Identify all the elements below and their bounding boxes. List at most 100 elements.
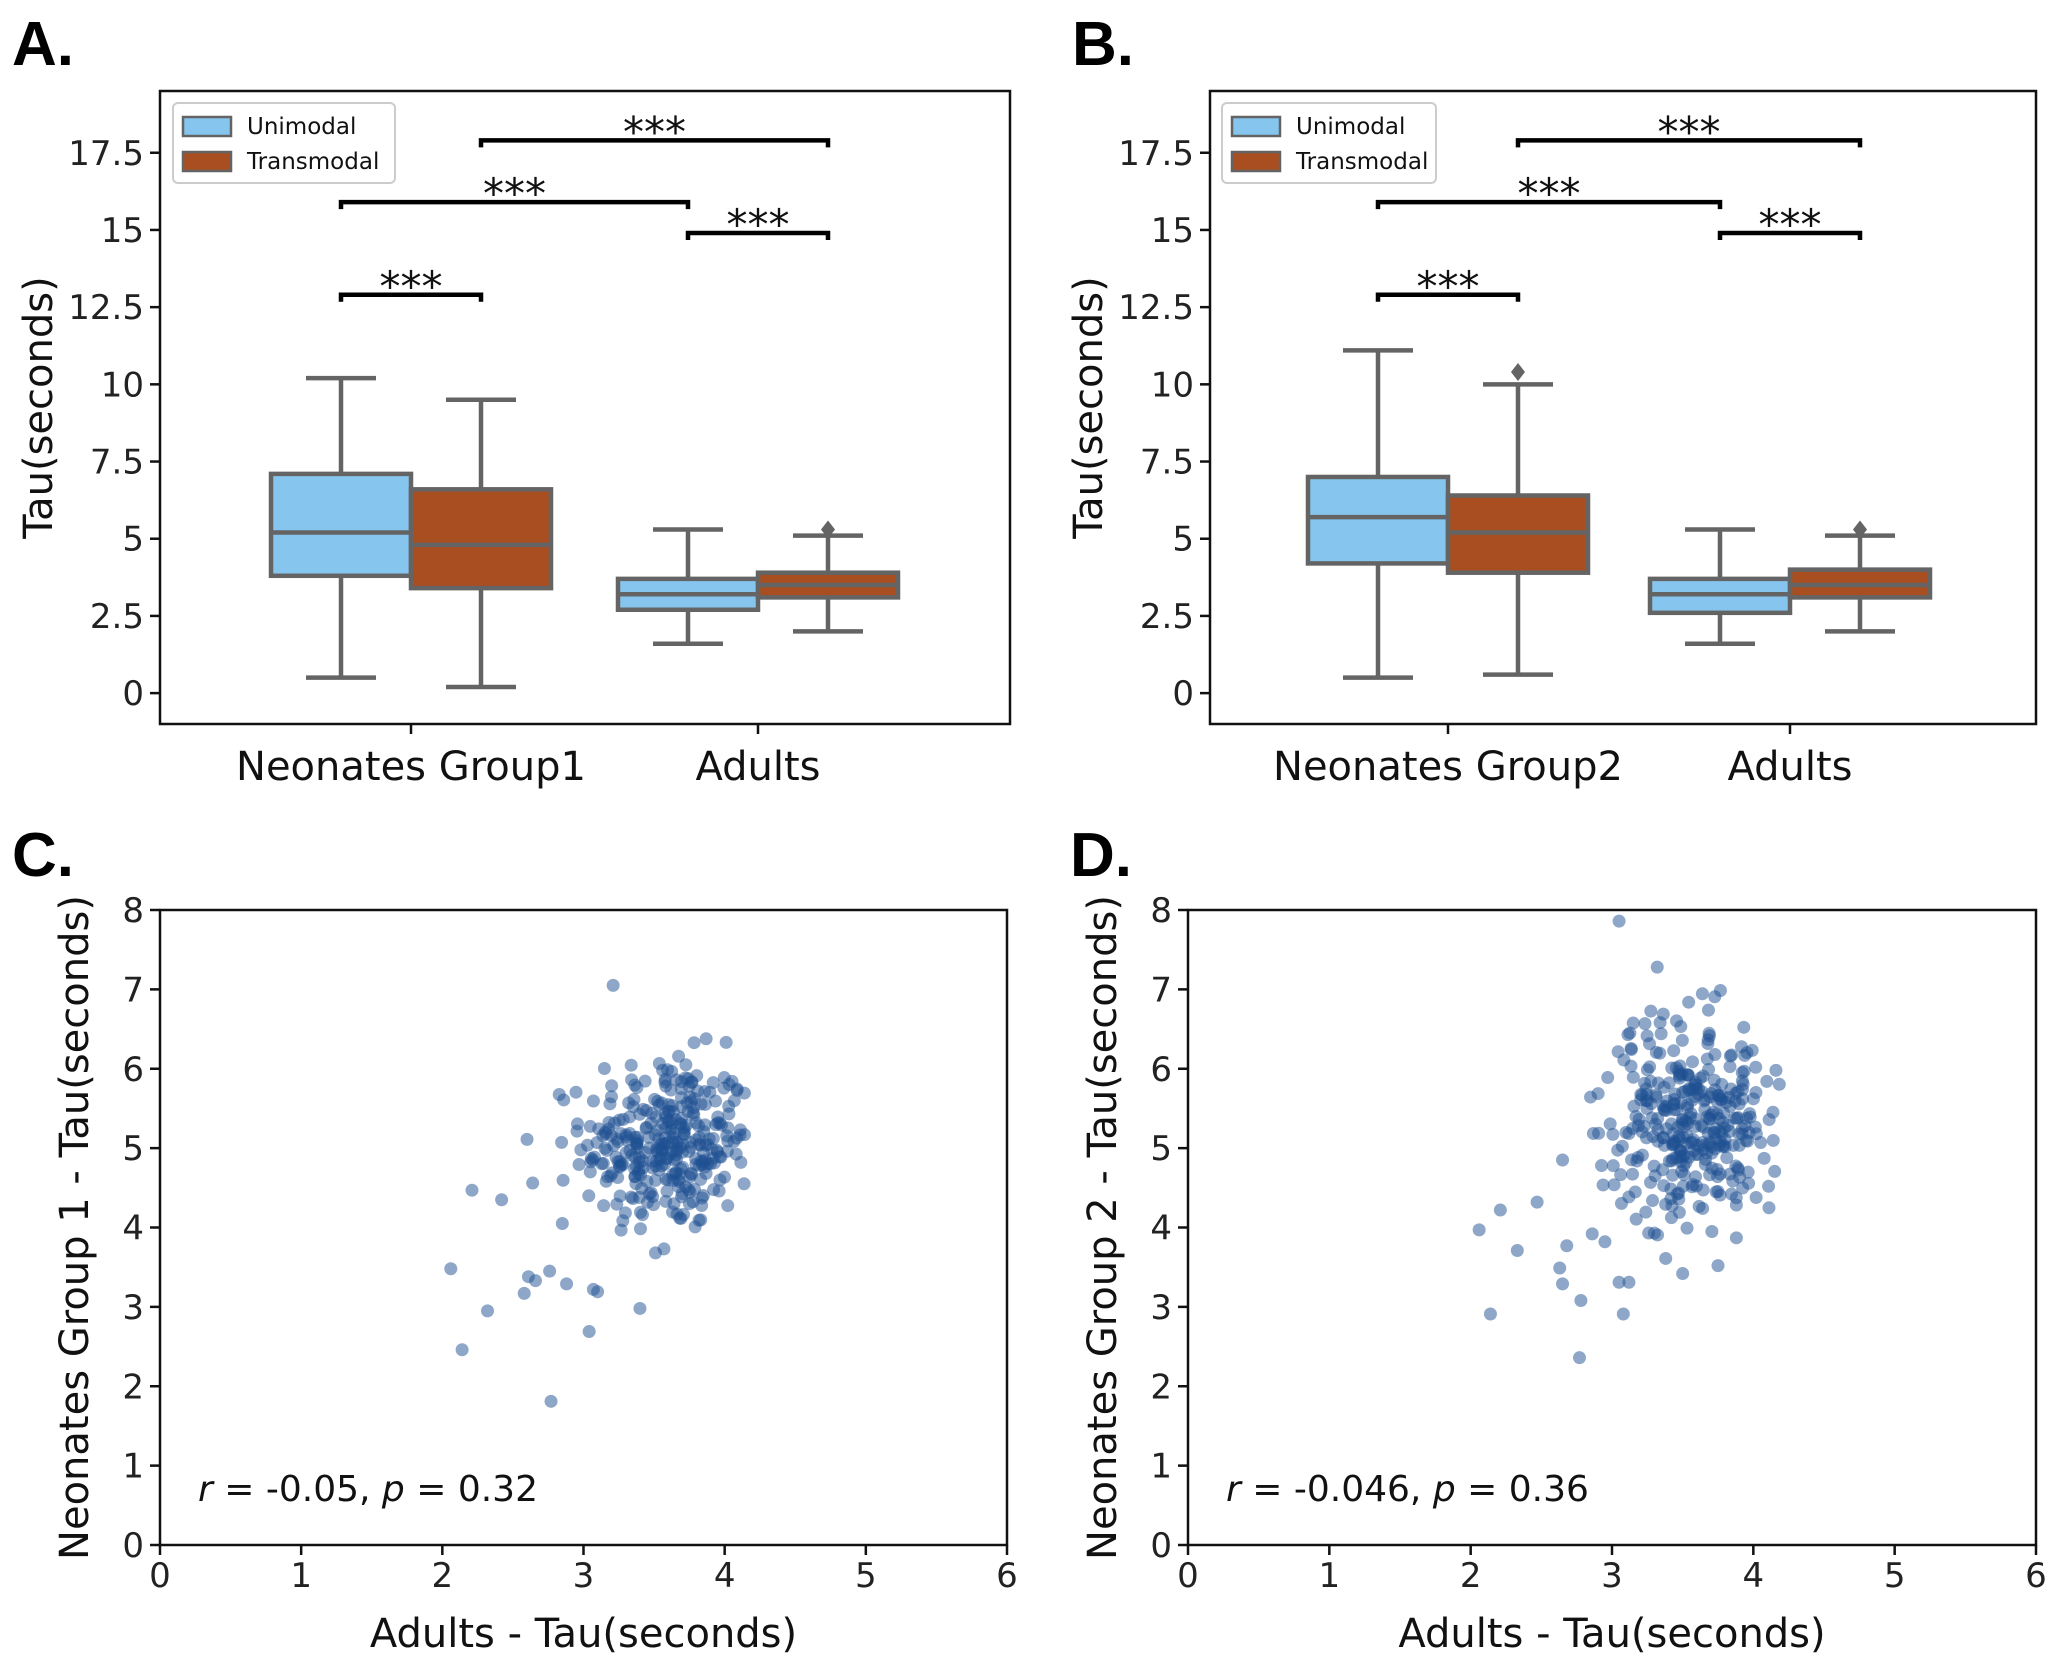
scatter-point xyxy=(543,1264,557,1278)
x-tick-label: 4 xyxy=(714,1556,736,1596)
scatter-point xyxy=(1614,1168,1628,1182)
scatter-point xyxy=(665,1099,679,1113)
scatter-point xyxy=(520,1132,534,1146)
scatter-point xyxy=(465,1183,479,1197)
scatter-point xyxy=(1702,1062,1716,1076)
x-tick-label: 6 xyxy=(996,1556,1018,1596)
scatter-point xyxy=(1596,1178,1610,1192)
scatter-point xyxy=(1595,1159,1609,1173)
scatter-point xyxy=(1607,1178,1621,1192)
scatter-point xyxy=(674,1117,688,1131)
scatter-point xyxy=(556,1173,570,1187)
scatter-point xyxy=(582,1189,596,1203)
scatter-point xyxy=(586,1094,600,1108)
scatter-point xyxy=(1592,1126,1606,1140)
y-tick-label: 12.5 xyxy=(1118,288,1194,328)
legend-label: Transmodal xyxy=(1295,149,1428,175)
x-tick-label: 1 xyxy=(1319,1556,1341,1596)
scatter-point xyxy=(529,1274,543,1288)
scatter-point xyxy=(721,1199,735,1213)
scatter-point xyxy=(655,1159,669,1173)
scatter-point xyxy=(1760,1074,1774,1088)
scatter-point xyxy=(655,1096,669,1110)
scatter-point xyxy=(555,1135,569,1149)
scatter-point xyxy=(619,1146,633,1160)
scatter-point xyxy=(1766,1133,1780,1147)
y-tick-label: 0 xyxy=(1150,1526,1172,1566)
scatter-point xyxy=(604,1169,618,1183)
scatter-point xyxy=(1664,1182,1678,1196)
scatter-point xyxy=(1705,1161,1719,1175)
scatter-point xyxy=(623,1110,637,1124)
scatter-point xyxy=(1693,1071,1707,1085)
scatter-point xyxy=(1654,1027,1668,1041)
y-tick-label: 2.5 xyxy=(90,597,144,637)
significance-stars: *** xyxy=(623,107,686,156)
scatter-point xyxy=(1611,1045,1625,1059)
scatter-point xyxy=(1572,1351,1586,1365)
y-tick-label: 12.5 xyxy=(68,288,144,328)
scatter-point xyxy=(569,1085,583,1099)
box-transmodal xyxy=(408,487,554,591)
y-tick-label: 7 xyxy=(1150,970,1172,1010)
scatter-point xyxy=(1754,1135,1768,1149)
panel-letter-d: D. xyxy=(1070,821,1132,890)
scatter-point xyxy=(1553,1261,1567,1275)
scatter-point xyxy=(1701,1003,1715,1017)
scatter-point xyxy=(1644,1004,1658,1018)
scatter-point xyxy=(1757,1151,1771,1165)
scatter-point xyxy=(1686,1178,1700,1192)
scatter-point xyxy=(625,1073,639,1087)
scatter-point xyxy=(688,1220,702,1234)
scatter-point xyxy=(597,1061,611,1075)
scatter-point xyxy=(1603,1117,1617,1131)
scatter-point xyxy=(1707,1126,1721,1140)
scatter-point xyxy=(682,1183,696,1197)
legend-label: Transmodal xyxy=(246,149,379,175)
scatter-point xyxy=(1637,1119,1651,1133)
scatter-point xyxy=(1686,1133,1700,1147)
scatter-point xyxy=(1510,1244,1524,1258)
significance-bracket xyxy=(1375,292,1521,302)
y-tick-label: 3 xyxy=(1150,1288,1172,1328)
scatter-point xyxy=(1676,1130,1690,1144)
scatter-point xyxy=(1472,1223,1486,1237)
scatter-point xyxy=(1640,1087,1654,1101)
scatter-point xyxy=(633,1301,647,1315)
scatter-point xyxy=(1723,1060,1737,1074)
scatter-point xyxy=(1723,1124,1737,1138)
scatter-point xyxy=(1682,1083,1696,1097)
stat-r-symbol: r xyxy=(198,1469,215,1510)
scatter-point xyxy=(582,1324,596,1338)
scatter-point xyxy=(1656,1163,1670,1177)
scatter-point xyxy=(1556,1277,1570,1291)
scatter-point xyxy=(1703,1112,1717,1126)
scatter-point xyxy=(660,1063,674,1077)
scatter-point xyxy=(698,1097,712,1111)
scatter-point xyxy=(1644,1175,1658,1189)
scatter-point xyxy=(707,1183,721,1197)
scatter-point xyxy=(663,1124,677,1138)
scatter-point xyxy=(1530,1195,1544,1209)
scatter-point xyxy=(526,1176,540,1190)
x-axis-label: Adults - Tau(seconds) xyxy=(1398,1611,1825,1657)
scatter-point xyxy=(481,1304,495,1318)
y-tick-label: 7.5 xyxy=(1140,443,1194,483)
scatter-point xyxy=(1612,914,1626,928)
scatter-point xyxy=(544,1394,558,1408)
scatter-point xyxy=(1729,1198,1743,1212)
scatter-point xyxy=(695,1191,709,1205)
scatter-point xyxy=(1560,1239,1574,1253)
box-unimodal xyxy=(268,471,414,579)
y-tick-label: 4 xyxy=(1150,1209,1172,1249)
stat-p-symbol: p xyxy=(1432,1469,1456,1510)
scatter-point xyxy=(1707,1073,1721,1087)
scatter-point xyxy=(1616,1307,1630,1321)
panel-letter-a: A. xyxy=(12,10,74,79)
y-tick-label: 6 xyxy=(1150,1050,1172,1090)
y-tick-label: 4 xyxy=(122,1209,144,1249)
scatter-point xyxy=(570,1117,584,1131)
scatter-point xyxy=(1639,1205,1653,1219)
significance-bracket xyxy=(1515,138,1863,148)
scatter-point xyxy=(613,1189,627,1203)
